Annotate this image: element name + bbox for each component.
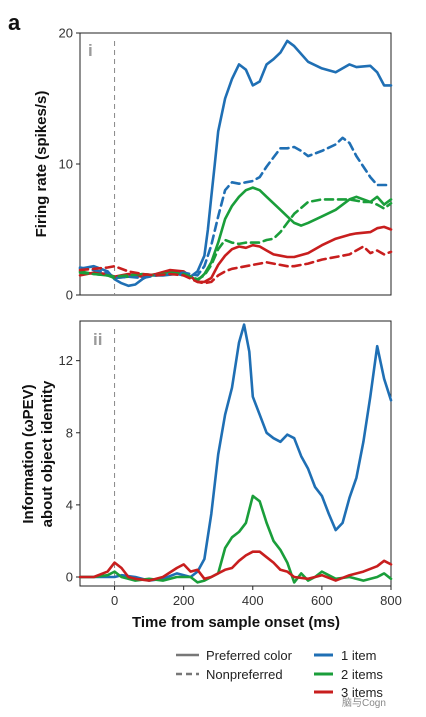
- y-tick-label: 10: [59, 157, 73, 172]
- y-tick-label: 4: [66, 497, 73, 512]
- panel-i: i Firing rate (spikes/s) 0 10 20: [33, 26, 393, 303]
- panel-ii-xticks: 0 200 400 600 800: [111, 586, 402, 608]
- panel-ii-label: ii: [93, 330, 102, 349]
- series-one-item-solid: [78, 323, 393, 582]
- x-tick-label: 800: [380, 593, 402, 608]
- x-axis-label: Time from sample onset (ms): [132, 614, 340, 631]
- panel-ii-yticks: 0 4 8 12: [59, 353, 80, 584]
- y-tick-label: 8: [66, 425, 73, 440]
- panel-ii-ylabel-line1: Information (ωPEV): [20, 384, 37, 523]
- panel-i-ylabel: Firing rate (spikes/s): [33, 91, 50, 238]
- panel-ii-frame: [79, 320, 392, 587]
- y-tick-label: 20: [59, 26, 73, 41]
- legend: Preferred color Nonpreferred 1 item 2 it…: [176, 648, 383, 700]
- series-three-items-dashed: [78, 245, 393, 285]
- y-tick-label: 0: [66, 569, 73, 584]
- x-tick-label: 200: [173, 593, 195, 608]
- series-two-items-solid: [78, 186, 393, 282]
- legend-1-item-label: 1 item: [341, 648, 376, 663]
- x-tick-label: 0: [111, 593, 118, 608]
- legend-3-items-label: 3 items: [341, 685, 383, 700]
- panel-i-yticks: 0 10 20: [59, 26, 80, 303]
- y-tick-label: 12: [59, 353, 73, 368]
- series-one-item-solid: [78, 39, 393, 288]
- panel-ii: ii Information (ωPEV) about object ident…: [20, 320, 402, 631]
- watermark: 脑与Cogn: [342, 696, 386, 709]
- series-three-items-solid: [78, 225, 393, 284]
- figure-letter: a: [8, 10, 21, 35]
- x-tick-label: 600: [311, 593, 333, 608]
- y-tick-label: 0: [66, 288, 73, 303]
- panel-i-label: i: [88, 41, 93, 60]
- series-one-item-dashed: [78, 136, 393, 280]
- panel-ii-ylabel-line2: about object identity: [39, 380, 56, 527]
- legend-2-items-label: 2 items: [341, 667, 383, 682]
- series-two-items-solid: [78, 494, 393, 584]
- x-tick-label: 400: [242, 593, 264, 608]
- legend-preferred-label: Preferred color: [206, 648, 293, 663]
- panel-ii-series: [78, 323, 393, 584]
- panel-i-series: [78, 39, 393, 288]
- series-three-items-solid: [78, 550, 393, 582]
- legend-nonpreferred-label: Nonpreferred: [206, 667, 283, 682]
